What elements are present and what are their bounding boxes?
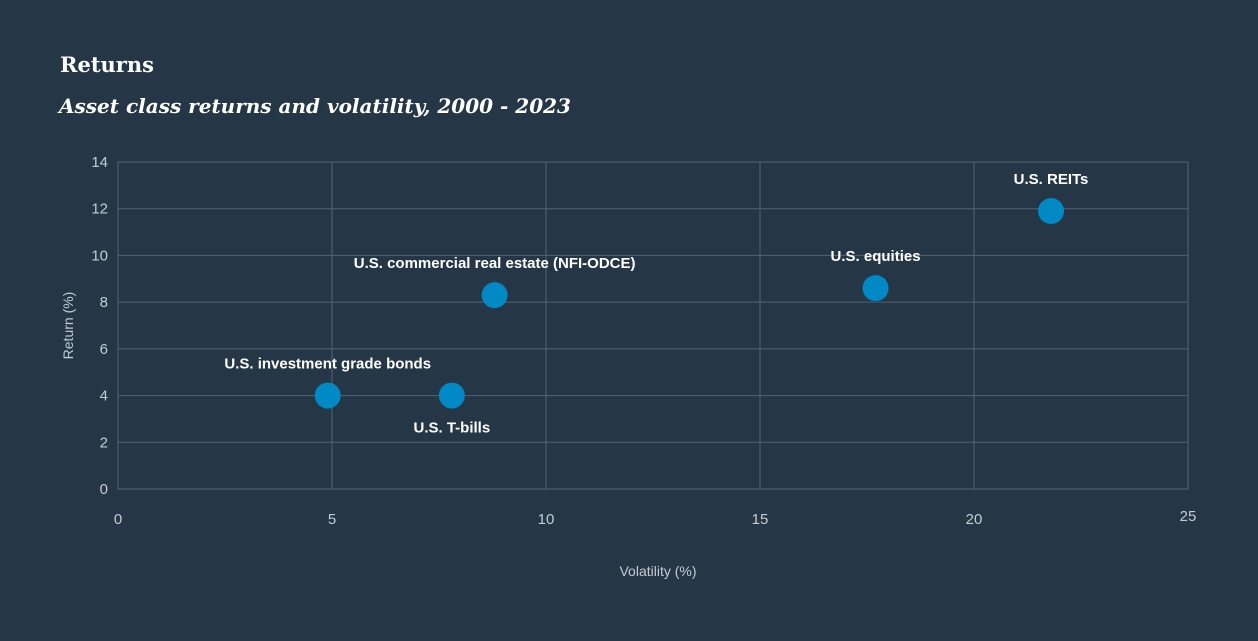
y-tick-label: 12: [91, 201, 108, 218]
y-tick-label: 2: [100, 434, 108, 451]
data-point-label: U.S. T-bills: [413, 420, 490, 437]
data-point-marker: [438, 382, 465, 409]
x-tick-label: 20: [966, 511, 983, 528]
data-points: U.S. investment grade bonds U.S. T-bills U…: [224, 171, 1088, 437]
y-axis-label: Return (%): [60, 292, 76, 360]
x-axis-label: Volatility (%): [619, 563, 696, 579]
y-tick-label: 6: [100, 341, 108, 358]
x-tick-label: 10: [538, 511, 555, 528]
data-point-label: U.S. commercial real estate (NFI-ODCE): [354, 255, 636, 272]
data-point-marker: [314, 382, 341, 409]
data-point-label: U.S. investment grade bonds: [224, 356, 431, 373]
y-tick-label: 0: [100, 481, 108, 498]
x-tick-label: 0: [114, 511, 122, 528]
axis-ticks: 0 2 4 6 8 10 12 14 0 5 10 15 20 25: [91, 154, 1196, 528]
data-point-marker: [862, 275, 889, 302]
chart-title: Returns: [60, 52, 154, 77]
y-tick-label: 14: [91, 154, 108, 171]
data-point-marker: [1038, 198, 1065, 225]
x-tick-label: 5: [328, 511, 336, 528]
x-tick-label: 25: [1180, 508, 1197, 525]
y-tick-label: 4: [100, 388, 108, 405]
plot-area-frame: [117, 161, 1189, 490]
grid-lines: [118, 162, 1188, 489]
y-tick-label: 10: [91, 247, 108, 264]
data-point-label: U.S. REITs: [1014, 171, 1089, 188]
y-tick-label: 8: [100, 294, 108, 311]
x-tick-label: 15: [752, 511, 769, 528]
chart-subtitle: Asset class returns and volatility, 2000…: [59, 94, 571, 118]
data-point-label: U.S. equities: [831, 248, 921, 265]
data-point-marker: [481, 282, 508, 309]
